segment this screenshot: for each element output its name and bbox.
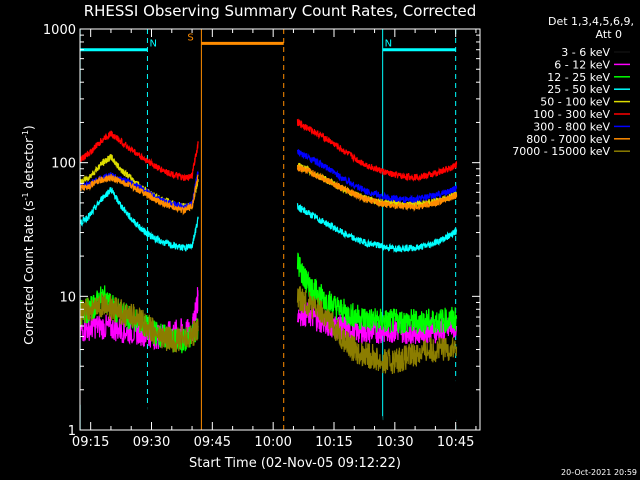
series-line-1 [79,335,200,431]
series-line-8 [296,164,458,212]
legend-label: 12 - 25 keV [547,71,610,84]
legend-header-attenuator: Att 0 [596,28,622,41]
series-line-9 [296,286,458,375]
flag-label: N [385,39,392,50]
y-axis-label-part: Corrected Count Rate (s [22,200,36,344]
flag-label: N [149,39,156,50]
x-tick-label: 09:15 [72,435,109,450]
series-line-9 [79,293,199,353]
x-tick-label: 09:30 [133,435,170,450]
x-tick-label: 10:15 [315,435,352,450]
series-line-8 [79,173,199,216]
y-tick-label: 100 [51,157,76,172]
flag-layer: N NS [80,32,456,52]
x-axis: 09:15 09:30 09:45 10:00 10:15 10:30 10:45 [72,29,477,450]
flag-label: S [187,32,193,43]
plot-frame [79,28,481,431]
series-layer [79,118,458,433]
legend-header: Det 1,3,4,5,6,9, [548,15,634,28]
y-axis-label-part: ) [22,125,36,130]
legend-label: 300 - 800 keV [533,120,610,133]
legend-label: 800 - 7000 keV [526,133,610,146]
y-tick-label: 10 [59,290,76,305]
legend-label: 25 - 50 keV [547,83,610,96]
x-tick-label: 10:30 [376,435,413,450]
series-line-6 [79,130,199,182]
legend-label: 100 - 300 keV [533,108,610,121]
x-tick-label: 10:00 [254,435,291,450]
legend-label: 7000 - 15000 keV [512,145,610,158]
footer-timestamp: 20-Oct-2021 20:59 [561,468,637,477]
legend-label: 3 - 6 keV [561,46,610,59]
y-tick-label: 1000 [43,23,76,38]
x-tick-label: 10:45 [437,435,474,450]
y-tick-label: 1 [68,424,76,439]
legend-label: 50 - 100 keV [540,96,610,109]
series-line-7 [296,149,458,204]
chart-title: RHESSI Observing Summary Count Rates, Co… [84,2,477,20]
series-line-3 [296,252,458,335]
x-tick-label: 09:45 [194,435,231,450]
y-axis-label-exponent: -1 [21,192,30,200]
y-axis-label-part: detector [22,138,36,193]
series-line-4 [79,187,199,252]
x-axis-label: Start Time (02-Nov-05 09:12:22) [189,456,401,471]
legend-label: 6 - 12 keV [554,58,610,71]
y-axis: 1 10 100 1000 [43,23,480,439]
series-line-6 [296,118,458,183]
series-line-4 [296,203,458,253]
y-axis-label-exponent: -1 [21,130,30,138]
y-axis-label: Corrected Count Rate (s-1 detector-1) [21,125,36,344]
